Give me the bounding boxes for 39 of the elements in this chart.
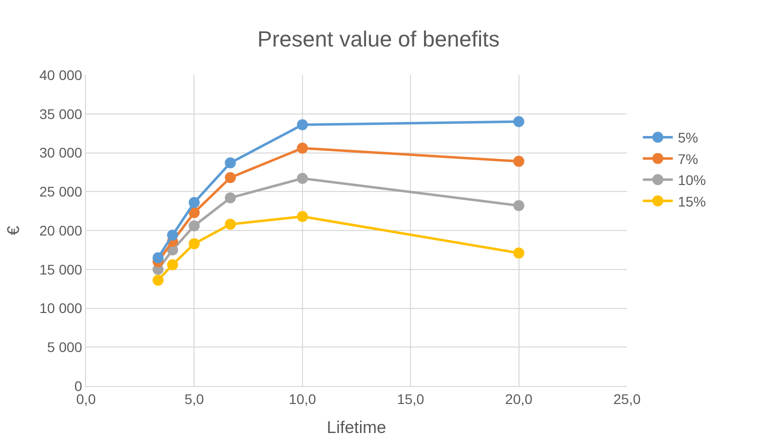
legend-label: 15% <box>678 193 706 210</box>
x-tick-label: 5,0 <box>184 390 204 407</box>
legend-label: 10% <box>678 172 706 188</box>
x-tick-label: 10,0 <box>288 390 316 407</box>
point <box>188 220 200 232</box>
point <box>224 192 236 204</box>
point <box>513 156 524 167</box>
point <box>513 200 524 212</box>
point <box>296 172 308 184</box>
legend-label: 7% <box>678 150 698 167</box>
point <box>152 274 164 286</box>
y-axis-title: € <box>4 225 23 236</box>
point <box>513 116 524 128</box>
y-tick-label: 40 000 <box>39 66 82 83</box>
point <box>188 197 200 208</box>
point <box>167 230 178 241</box>
x-tick-label: 15,0 <box>396 390 424 407</box>
x-tick-label: 20,0 <box>505 390 533 407</box>
x-tick-label: 25,0 <box>613 390 641 407</box>
y-tick-label: 5 000 <box>47 339 82 356</box>
point <box>296 119 308 130</box>
y-tick-label: 25 000 <box>39 184 82 200</box>
x-axis-title: Lifetime <box>326 418 386 438</box>
y-tick-label: 10 000 <box>39 300 82 316</box>
point <box>224 172 236 184</box>
point <box>224 218 236 230</box>
point <box>188 238 200 250</box>
point <box>167 259 178 270</box>
y-tick-label: 20 000 <box>39 222 82 238</box>
legend-label: 5% <box>678 130 698 146</box>
point <box>296 211 308 222</box>
point <box>224 157 236 168</box>
point <box>513 248 524 259</box>
y-tick-label: 35 000 <box>39 106 82 122</box>
point <box>296 142 308 154</box>
chart-title: Present value of benefits <box>257 26 500 52</box>
y-tick-label: 30 000 <box>39 144 82 161</box>
point <box>152 252 164 264</box>
y-tick-label: 15 000 <box>39 261 82 278</box>
